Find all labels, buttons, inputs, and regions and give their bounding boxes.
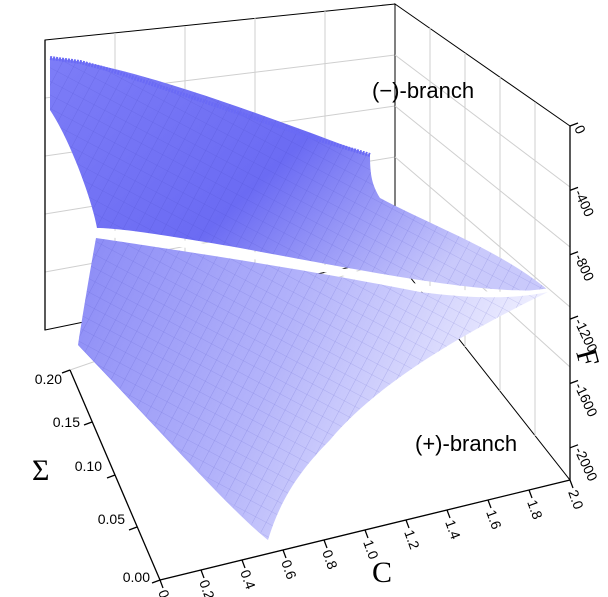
z-tick-label: -400 [571, 187, 597, 219]
z-tick-label: -2000 [571, 444, 601, 483]
x-tick-label: 0.0 [155, 588, 177, 597]
x-tick-mark [487, 499, 492, 509]
x-tick-label: 1.6 [483, 508, 505, 532]
z-axis-title: F [569, 345, 605, 370]
z-tick-label: -800 [571, 251, 597, 283]
y-tick-label: 0.20 [35, 371, 62, 387]
x-tick-label: 1.8 [524, 498, 546, 522]
x-tick-label: 1.4 [442, 518, 464, 542]
z-tick-mark [569, 315, 579, 320]
x-tick-label: 0.4 [237, 568, 259, 592]
x-tick-mark [569, 479, 574, 489]
sigma-axis: 0.20 0.15 0.10 0.05 0.00 Σ [32, 369, 161, 585]
x-tick-mark [200, 569, 205, 579]
x-tick-mark [446, 509, 451, 519]
z-tick-mark [569, 122, 579, 127]
x-tick-label: 1.0 [360, 538, 382, 562]
x-tick-mark [364, 529, 369, 539]
surface-plot [49, 56, 549, 540]
z-tick-label: -1600 [571, 380, 601, 419]
minus-branch-label: (−)-branch [372, 78, 474, 103]
c-axis: 0.0 0.2 0.4 0.6 0.8 1.0 1.2 1.4 1.6 1.8 2.0 C [155, 479, 587, 597]
x-axis-title: C [372, 556, 392, 589]
y-tick-label: 0.00 [123, 569, 150, 585]
x-tick-mark [282, 549, 287, 559]
x-tick-label: 0.6 [278, 558, 300, 582]
x-tick-label: 0.8 [319, 548, 341, 572]
x-tick-mark [405, 519, 410, 529]
x-tick-label: 1.2 [401, 528, 423, 552]
x-tick-label: 0.2 [196, 578, 218, 597]
z-tick-mark [569, 444, 579, 449]
y-axis-title: Σ [32, 454, 49, 487]
y-tick-label: 0.05 [98, 511, 125, 527]
y-tick-label: 0.10 [75, 458, 102, 474]
x-tick-label: 2.0 [565, 488, 587, 512]
x-tick-mark [323, 539, 328, 549]
z-tick-mark [569, 251, 579, 256]
x-tick-mark [528, 489, 533, 499]
z-tick-mark [569, 186, 579, 191]
plus-branch-label: (+)-branch [415, 431, 517, 456]
x-tick-mark [159, 579, 164, 589]
z-tick-mark [569, 379, 579, 385]
x-tick-mark [241, 559, 246, 569]
y-tick-label: 0.15 [53, 414, 80, 430]
